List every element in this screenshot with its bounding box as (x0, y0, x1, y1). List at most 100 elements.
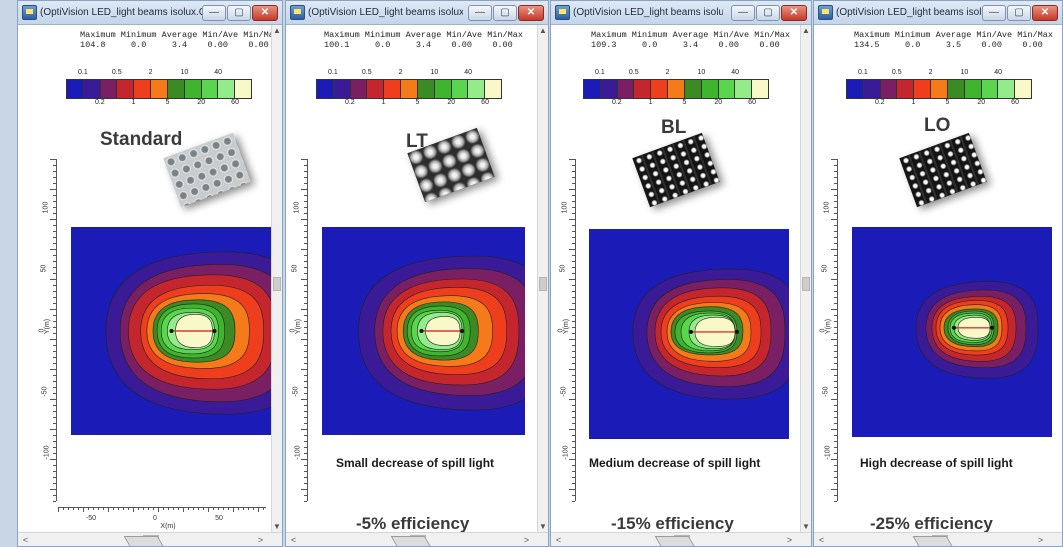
legend-label: 0.1 (328, 69, 338, 76)
y-tick (53, 285, 56, 286)
y-tick (304, 177, 307, 178)
x-tick (138, 507, 139, 510)
x-tick (113, 507, 114, 510)
scroll-up-arrow[interactable]: ▲ (802, 26, 810, 35)
scroll-down-arrow[interactable]: ▼ (539, 522, 547, 531)
y-tick (53, 333, 56, 334)
y-tick (572, 405, 575, 406)
close-button[interactable]: ✕ (1032, 5, 1058, 21)
title-bar[interactable]: (OptiVision LED_light beams isolux.CAR).… (814, 1, 1062, 25)
scroll-right-arrow[interactable]: > (786, 535, 793, 545)
x-tick (73, 507, 74, 510)
scroll-down-arrow[interactable]: ▼ (273, 522, 281, 531)
legend-swatch (350, 80, 368, 98)
legend-upper-labels: 0.1 0.5 2 10 40 (66, 69, 252, 79)
minimize-button[interactable]: — (468, 5, 492, 21)
legend-swatch (651, 80, 669, 98)
y-tick (304, 381, 307, 382)
x-tick (93, 507, 94, 510)
vertical-scrollbar[interactable]: ▲ ▼ (271, 25, 282, 532)
scroll-left-arrow[interactable]: < (818, 535, 825, 545)
y-tick (50, 159, 56, 160)
isolux-plot (322, 227, 525, 435)
legend-swatch (67, 80, 84, 98)
scroll-up-arrow[interactable]: ▲ (273, 26, 281, 35)
legend-label: 40 (731, 69, 740, 76)
legend-label: 0.2 (611, 99, 622, 106)
app-icon (22, 5, 37, 20)
scroll-left-arrow[interactable]: < (22, 535, 29, 545)
y-tick (572, 171, 575, 172)
title-bar[interactable]: (OptiVision LED_light beams isolux.CAR).… (551, 1, 811, 25)
y-tick-label: 50 (40, 264, 48, 273)
y-tick (53, 423, 56, 424)
y-tick (572, 375, 575, 376)
x-tick (118, 507, 119, 510)
scroll-thumb[interactable] (273, 277, 281, 291)
y-tick (301, 219, 307, 220)
legend-swatch (735, 80, 753, 98)
minimize-button[interactable]: — (731, 5, 755, 21)
y-tick (304, 183, 307, 184)
legend-lower-labels: 0.2 1 5 20 60 (583, 99, 769, 109)
y-tick (304, 291, 307, 292)
vertical-scrollbar[interactable]: ▲ ▼ (537, 25, 548, 532)
y-tick (53, 267, 56, 268)
title-bar[interactable]: (OptiVision LED_light beams isolux.CAR) … (286, 1, 548, 25)
y-tick (831, 159, 837, 160)
scroll-down-arrow[interactable]: ▼ (802, 522, 810, 531)
y-tick (834, 327, 837, 328)
y-tick (834, 225, 837, 226)
y-tick (572, 285, 575, 286)
app-icon (555, 5, 570, 20)
scroll-up-arrow[interactable]: ▲ (539, 26, 547, 35)
y-tick (53, 375, 56, 376)
maximize-button[interactable]: ▢ (1007, 5, 1031, 21)
y-tick (50, 309, 56, 310)
y-tick (53, 447, 56, 448)
y-tick (834, 495, 837, 496)
scroll-right-arrow[interactable]: > (523, 535, 530, 545)
legend-swatch (897, 80, 915, 98)
y-tick (304, 363, 307, 364)
vertical-scrollbar[interactable]: ▲ ▼ (800, 25, 811, 532)
close-button[interactable]: ✕ (252, 5, 278, 21)
x-tick-label: 0 (153, 515, 157, 522)
y-tick (569, 429, 575, 430)
y-tick (834, 417, 837, 418)
maximize-button[interactable]: ▢ (227, 5, 251, 21)
y-tick (834, 261, 837, 262)
close-button[interactable]: ✕ (518, 5, 544, 21)
y-tick (304, 195, 307, 196)
y-tick (53, 417, 56, 418)
y-tick (834, 297, 837, 298)
y-tick (572, 297, 575, 298)
y-tick (304, 225, 307, 226)
close-button[interactable]: ✕ (781, 5, 807, 21)
scroll-thumb[interactable] (539, 277, 547, 291)
minimize-button[interactable]: — (202, 5, 226, 21)
title-bar[interactable]: (OptiVision LED_light beams isolux.CAR) … (18, 1, 282, 25)
scroll-right-arrow[interactable]: > (257, 535, 264, 545)
y-tick (572, 321, 575, 322)
y-tick (834, 321, 837, 322)
y-axis-label: Y(m) (295, 318, 303, 335)
x-tick (213, 507, 214, 510)
y-tick (572, 381, 575, 382)
scroll-left-arrow[interactable]: < (555, 535, 562, 545)
scroll-thumb[interactable] (802, 277, 810, 291)
maximize-button[interactable]: ▢ (756, 5, 780, 21)
y-tick (50, 429, 56, 430)
scroll-right-arrow[interactable]: > (1037, 535, 1044, 545)
y-tick (53, 435, 56, 436)
y-tick (834, 351, 837, 352)
app-icon (290, 5, 305, 20)
y-tick (572, 411, 575, 412)
scroll-left-arrow[interactable]: < (290, 535, 297, 545)
maximize-button[interactable]: ▢ (493, 5, 517, 21)
stats-readout: Maximum Minimum Average Min/Ave Min/Max 1… (324, 30, 523, 50)
isolux-legend: 0.1 0.5 2 10 40 0.2 1 5 20 60 (846, 69, 1032, 109)
y-tick-label: -50 (41, 386, 49, 397)
minimize-button[interactable]: — (982, 5, 1006, 21)
